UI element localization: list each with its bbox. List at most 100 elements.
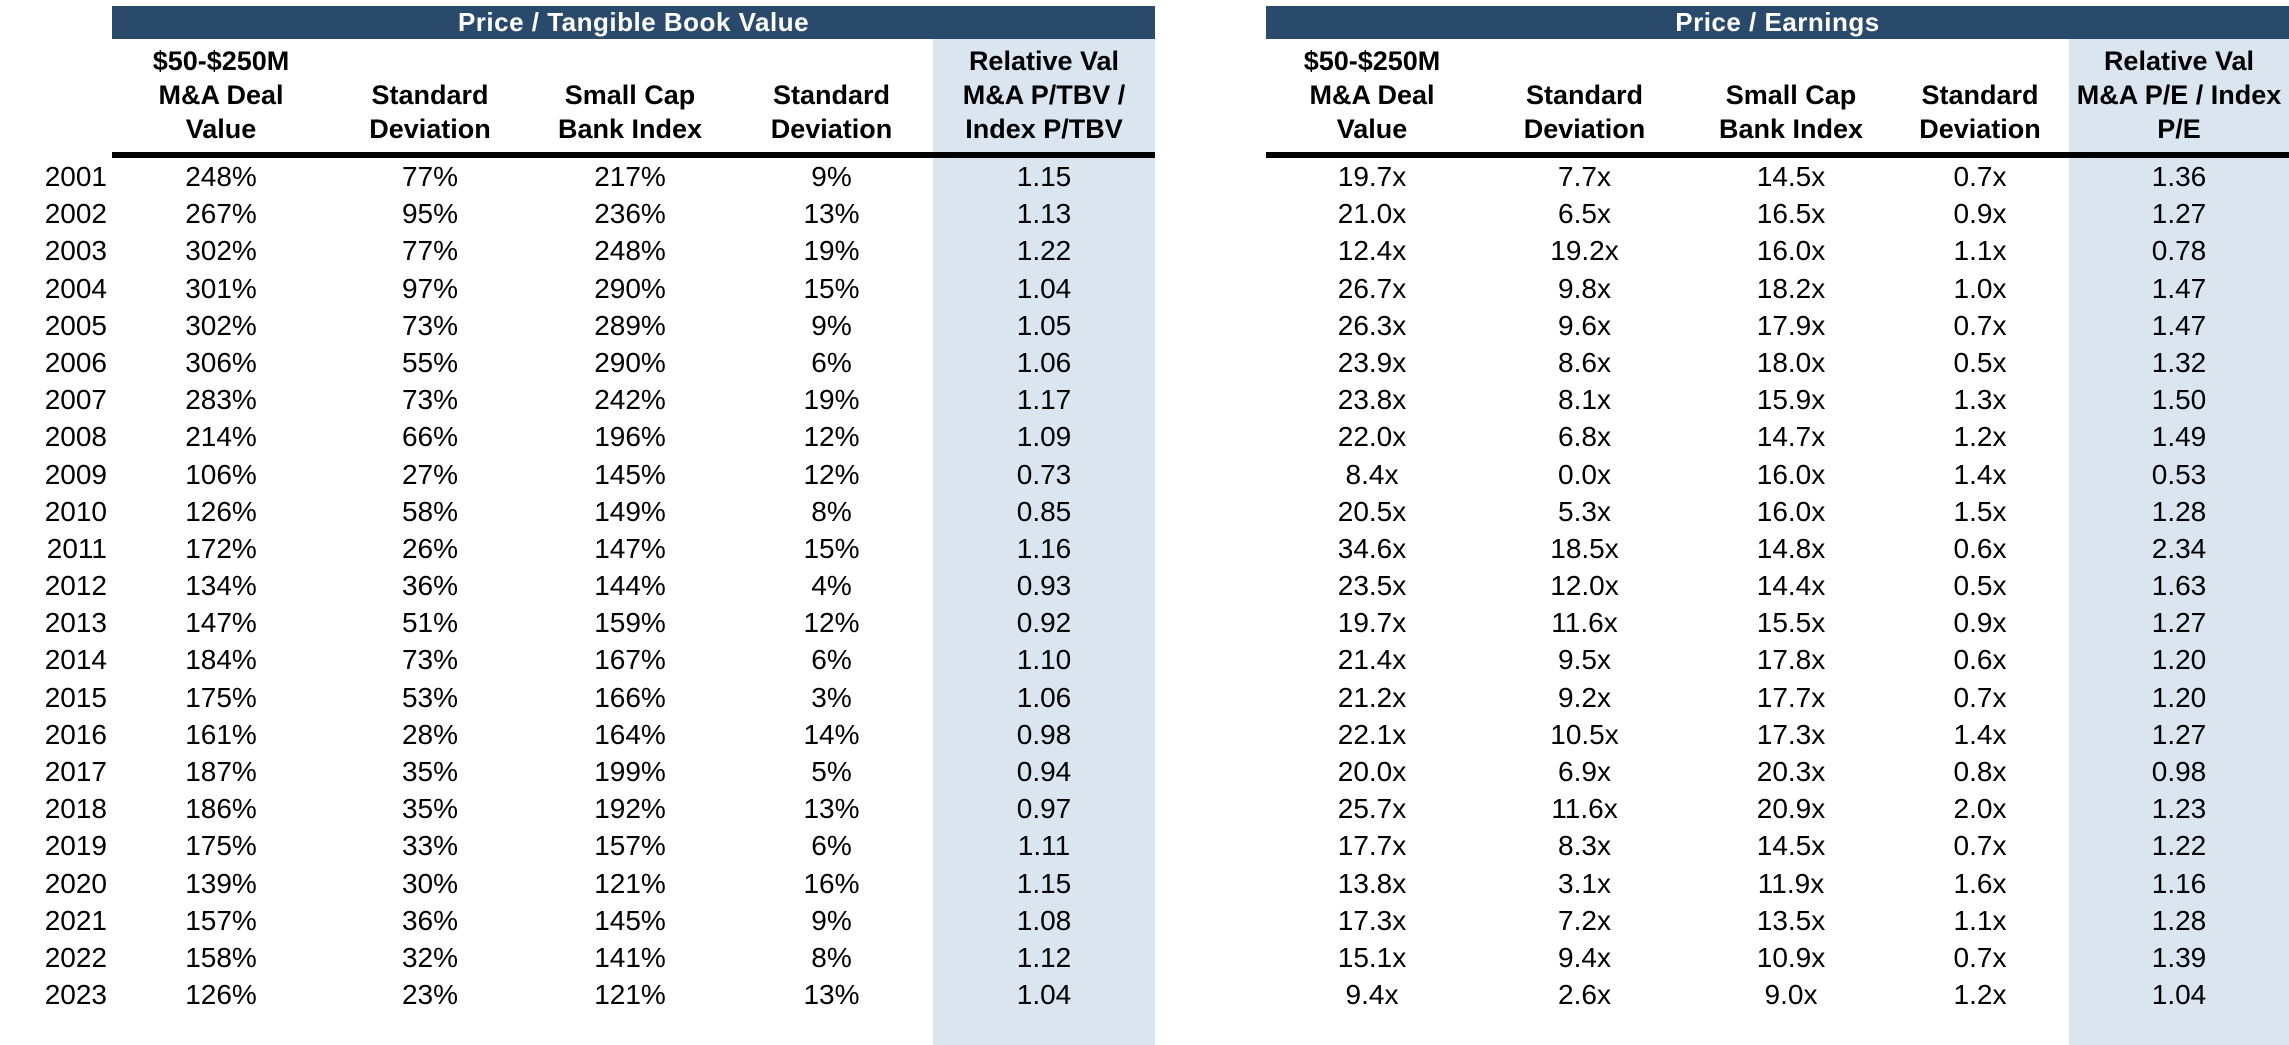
value-cell: 28% [401, 718, 459, 750]
value-cell: 12.0x [1550, 570, 1619, 602]
value-cell: 8% [811, 495, 852, 527]
column-header-line: Deviation [369, 114, 491, 144]
value-cell: 1.3x [1953, 384, 2007, 416]
value-cell: 77% [401, 161, 459, 192]
value-cell: 1.28 [2151, 495, 2207, 527]
value-cell: 15.5x [1756, 607, 1826, 639]
value-cell: 184% [185, 644, 257, 676]
value-cell: 6% [811, 830, 852, 862]
value-cell: 248% [185, 161, 257, 192]
value-cell: 55% [401, 346, 459, 378]
column-header-line: M&A Deal [158, 80, 284, 110]
value-cell: 17.9x [1756, 309, 1826, 341]
column-header-line: Value [1336, 114, 1408, 144]
value-cell: 21.0x [1337, 198, 1407, 230]
table-row: 15.1x 9.4x 10.9x 0.7x 1.39 [1266, 939, 2289, 976]
column-header-line: Standard [772, 80, 891, 110]
value-cell: 0.7x [1953, 681, 2007, 713]
value-cell: 15.9x [1756, 384, 1826, 416]
value-cell: 306% [185, 346, 257, 378]
value-cell: 7.7x [1558, 161, 1611, 192]
column-header-line: M&A P/E / Index [2076, 80, 2282, 110]
table-row: 2021 157% 36% 145% 9% 1.08 [0, 902, 1155, 939]
year-cell: 2005 [44, 309, 107, 341]
value-cell: 192% [594, 793, 666, 825]
table-row: 17.7x 8.3x 14.5x 0.7x 1.22 [1266, 827, 2289, 864]
value-cell: 1.2x [1953, 421, 2007, 453]
value-cell: 1.22 [2151, 830, 2207, 862]
table-row: 26.7x 9.8x 18.2x 1.0x 1.47 [1266, 270, 2289, 307]
value-cell: 0.93 [1016, 570, 1072, 602]
value-cell: 19.7x [1337, 607, 1407, 639]
value-cell: 0.85 [1016, 495, 1072, 527]
value-cell: 9.5x [1558, 644, 1611, 676]
value-cell: 33% [401, 830, 459, 862]
value-cell: 159% [594, 607, 666, 639]
table-row: 9.4x 2.6x 9.0x 1.2x 1.04 [1266, 976, 2289, 1013]
value-cell: 15.1x [1337, 941, 1407, 973]
table-row: 2020 139% 30% 121% 16% 1.15 [0, 865, 1155, 902]
value-cell: 18.5x [1550, 532, 1619, 564]
value-cell: 1.32 [2151, 346, 2207, 378]
value-cell: 14.5x [1756, 830, 1826, 862]
value-cell: 1.17 [1016, 384, 1072, 416]
value-cell: 14.7x [1756, 421, 1826, 453]
table-row: 2022 158% 32% 141% 8% 1.12 [0, 939, 1155, 976]
table-row: 25.7x 11.6x 20.9x 2.0x 1.23 [1266, 790, 2289, 827]
column-header: Standard Deviation [730, 39, 933, 152]
value-cell: 35% [401, 793, 459, 825]
column-header: Relative Val M&A P/E / Index P/E [2069, 39, 2289, 152]
value-cell: 1.47 [2151, 272, 2207, 304]
value-cell: 0.5x [1953, 570, 2007, 602]
year-cell: 2019 [44, 830, 107, 862]
value-cell: 14.4x [1756, 570, 1826, 602]
value-cell: 187% [185, 756, 257, 787]
value-cell: 5.3x [1558, 495, 1611, 527]
column-header: $50-$250M M&A Deal Value [112, 39, 330, 152]
value-cell: 1.15 [1016, 867, 1072, 899]
value-cell: 172% [185, 532, 257, 564]
column-header-line: P/E [2157, 114, 2201, 144]
header-row: $50-$250M M&A Deal Value Standard Deviation S… [1266, 39, 2289, 152]
value-cell: 1.6x [1953, 867, 2007, 899]
value-cell: 1.5x [1953, 495, 2007, 527]
table-row: 2017 187% 35% 199% 5% 0.94 [0, 753, 1155, 790]
value-cell: 16.0x [1756, 235, 1826, 267]
value-cell: 0.8x [1953, 756, 2007, 787]
table-row: 13.8x 3.1x 11.9x 1.6x 1.16 [1266, 865, 2289, 902]
year-column-spacer [0, 39, 112, 152]
value-cell: 1.13 [1016, 198, 1072, 230]
value-cell: 0.73 [1016, 458, 1072, 490]
value-cell: 248% [594, 235, 666, 267]
table-body: 19.7x 7.7x 14.5x 0.7x 1.36 21.0x 6.5x 16.5x 0.9x… [1266, 158, 2289, 1013]
value-cell: 10.5x [1550, 718, 1619, 750]
value-cell: 1.20 [2151, 681, 2207, 713]
value-cell: 34.6x [1337, 532, 1407, 564]
table-row: 2003 302% 77% 248% 19% 1.22 [0, 232, 1155, 269]
table-row: 26.3x 9.6x 17.9x 0.7x 1.47 [1266, 307, 2289, 344]
value-cell: 186% [185, 793, 257, 825]
year-cell: 2002 [44, 198, 107, 230]
value-cell: 73% [401, 384, 459, 416]
value-cell: 1.39 [2151, 941, 2207, 973]
column-header: Standard Deviation [1891, 39, 2069, 152]
column-header-line: Index P/TBV [965, 114, 1123, 144]
year-cell: 2008 [44, 421, 107, 453]
value-cell: 1.4x [1953, 458, 2007, 490]
table-row: 2015 175% 53% 166% 3% 1.06 [0, 679, 1155, 716]
value-cell: 21.2x [1337, 681, 1407, 713]
value-cell: 73% [401, 309, 459, 341]
value-cell: 17.3x [1337, 904, 1407, 936]
value-cell: 0.53 [2151, 458, 2207, 490]
column-header-line: Deviation [770, 114, 893, 144]
value-cell: 2.6x [1558, 979, 1611, 1011]
table-row: 2010 126% 58% 149% 8% 0.85 [0, 493, 1155, 530]
value-cell: 20.9x [1756, 793, 1826, 825]
year-cell: 2014 [44, 644, 107, 676]
value-cell: 0.7x [1953, 941, 2007, 973]
value-cell: 157% [594, 830, 666, 862]
table-row: 22.0x 6.8x 14.7x 1.2x 1.49 [1266, 418, 2289, 455]
table-row: 19.7x 11.6x 15.5x 0.9x 1.27 [1266, 604, 2289, 641]
value-cell: 147% [594, 532, 666, 564]
value-cell: 12.4x [1337, 235, 1407, 267]
